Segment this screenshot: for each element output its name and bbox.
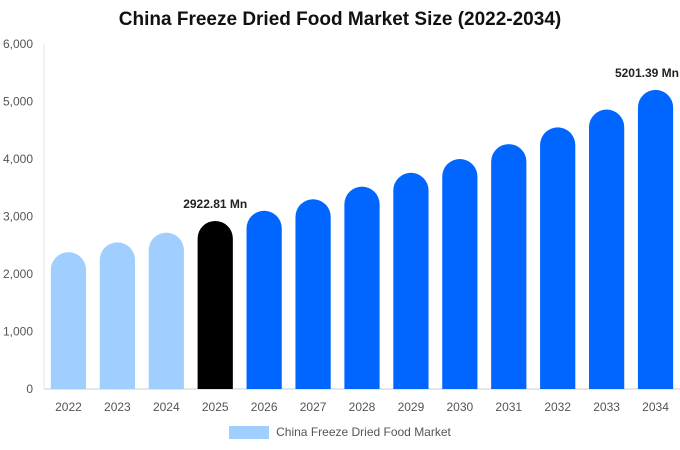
x-tick-label: 2025 — [202, 400, 229, 414]
bar-2026[interactable] — [246, 210, 282, 389]
x-tick-label: 2033 — [593, 400, 620, 414]
x-tick-label: 2034 — [642, 400, 669, 414]
y-axis: 0 1,000 2,000 3,000 4,000 5,000 6,000 — [3, 37, 45, 396]
data-labels-group: 2922.81 Mn 5201.39 Mn — [183, 66, 679, 211]
legend[interactable]: China Freeze Dried Food Market — [0, 425, 680, 439]
x-tick-label: 2030 — [446, 400, 473, 414]
y-tick-label: 2,000 — [3, 267, 33, 281]
bars-group — [50, 89, 674, 389]
y-tick-label: 3,000 — [3, 210, 33, 224]
x-tick-label: 2026 — [251, 400, 278, 414]
legend-swatch — [229, 425, 270, 439]
y-tick-label: 5,000 — [3, 95, 33, 109]
legend-label: China Freeze Dried Food Market — [276, 425, 451, 439]
x-tick-label: 2032 — [544, 400, 571, 414]
chart-title: China Freeze Dried Food Market Size (202… — [118, 9, 562, 30]
x-axis: 2022 2023 2024 2025 2026 2027 2028 2029 2030 2031… — [44, 388, 680, 414]
x-tick-label: 2022 — [55, 400, 82, 414]
bar-2029[interactable] — [393, 172, 429, 389]
bar-2022[interactable] — [50, 252, 87, 389]
bar-2032[interactable] — [540, 127, 576, 389]
y-tick-label: 0 — [26, 382, 33, 396]
y-tick-label: 4,000 — [3, 152, 33, 166]
bar-2030[interactable] — [442, 159, 478, 389]
bar-2031[interactable] — [491, 144, 527, 389]
y-tick-label: 6,000 — [3, 37, 33, 51]
x-tick-label: 2029 — [398, 400, 425, 414]
bar-2025[interactable] — [197, 220, 233, 389]
x-tick-label: 2023 — [104, 400, 131, 414]
data-label-2025: 2922.81 Mn — [183, 197, 247, 211]
x-tick-label: 2027 — [300, 400, 327, 414]
bar-2023[interactable] — [99, 242, 135, 389]
bar-2028[interactable] — [344, 186, 380, 389]
x-tick-label: 2031 — [495, 400, 522, 414]
y-tick-label: 1,000 — [3, 325, 33, 339]
data-label-2034: 5201.39 Mn — [615, 66, 679, 80]
bar-2033[interactable] — [589, 109, 625, 389]
bar-2027[interactable] — [295, 199, 331, 389]
x-tick-label: 2024 — [153, 400, 180, 414]
x-tick-label: 2028 — [349, 400, 376, 414]
bar-2034[interactable] — [637, 89, 674, 389]
bar-2024[interactable] — [148, 232, 184, 389]
